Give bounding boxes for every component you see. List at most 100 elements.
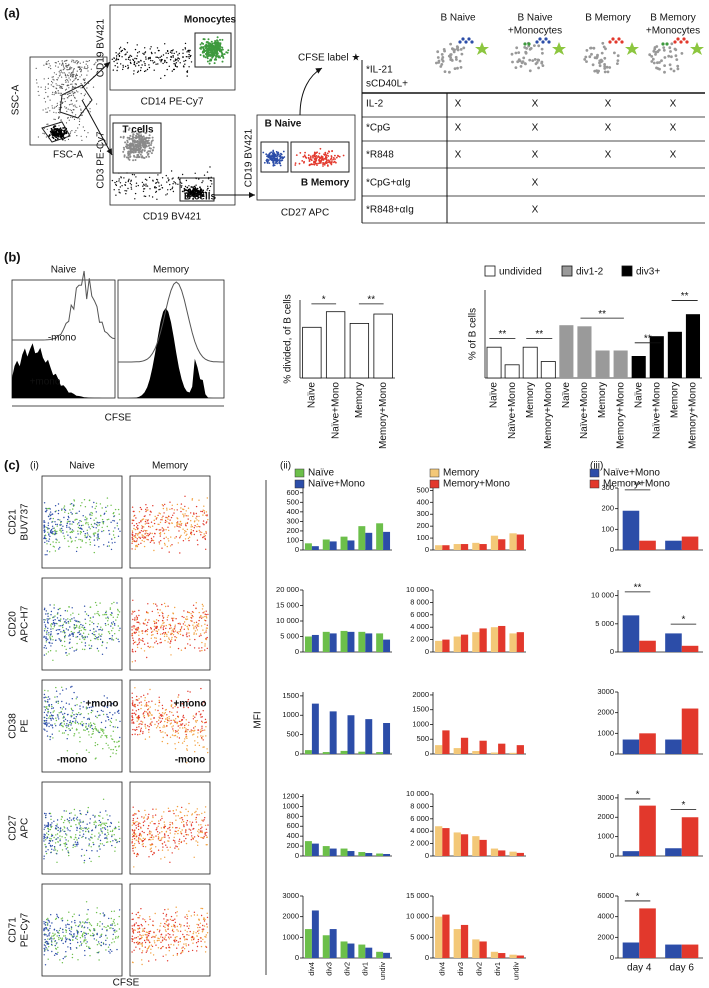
event-dot bbox=[112, 840, 114, 842]
row-label: *R848+αIg bbox=[366, 205, 414, 216]
event-dot bbox=[71, 523, 73, 525]
event-dot bbox=[202, 729, 204, 732]
event-dot bbox=[206, 189, 208, 191]
event-dot bbox=[338, 155, 341, 158]
event-dot bbox=[191, 620, 193, 622]
event-dot bbox=[79, 736, 81, 738]
event-dot bbox=[148, 736, 151, 738]
event-dot bbox=[53, 626, 55, 628]
event-dot bbox=[142, 127, 145, 130]
event-dot bbox=[127, 58, 130, 60]
event-dot bbox=[98, 959, 100, 961]
event-dot bbox=[181, 821, 183, 823]
event-dot bbox=[163, 625, 165, 627]
event-dot bbox=[150, 839, 152, 841]
event-dot bbox=[146, 624, 148, 626]
event-dot bbox=[59, 838, 61, 840]
event-dot bbox=[118, 48, 121, 50]
event-dot bbox=[54, 723, 56, 725]
event-dot bbox=[60, 119, 62, 121]
event-dot bbox=[37, 86, 39, 88]
event-dot bbox=[78, 633, 81, 636]
event-dot bbox=[85, 521, 87, 524]
event-dot bbox=[190, 520, 192, 522]
event-dot bbox=[183, 516, 185, 518]
event-dot bbox=[187, 810, 189, 813]
event-dot bbox=[149, 830, 151, 832]
event-dot bbox=[312, 156, 314, 159]
event-dot bbox=[205, 532, 207, 534]
event-dot bbox=[105, 613, 108, 616]
event-dot bbox=[44, 645, 46, 647]
event-dot bbox=[146, 834, 149, 836]
event-dot bbox=[192, 838, 194, 840]
event-dot bbox=[181, 819, 184, 821]
event-dot bbox=[172, 613, 175, 615]
event-dot bbox=[453, 67, 457, 70]
event-dot bbox=[124, 184, 127, 186]
event-dot bbox=[169, 723, 172, 725]
event-dot bbox=[119, 837, 121, 840]
event-dot bbox=[158, 696, 160, 698]
event-dot bbox=[75, 536, 77, 539]
event-dot bbox=[535, 40, 539, 44]
event-dot bbox=[78, 524, 81, 527]
event-dot bbox=[82, 830, 84, 832]
event-dot bbox=[84, 516, 87, 518]
event-dot bbox=[118, 928, 121, 930]
event-dot bbox=[72, 70, 74, 72]
event-dot bbox=[94, 532, 97, 534]
event-dot bbox=[209, 185, 212, 188]
event-dot bbox=[138, 131, 141, 134]
event-dot bbox=[136, 540, 138, 542]
event-dot bbox=[168, 837, 170, 839]
event-dot bbox=[193, 622, 195, 624]
event-dot bbox=[188, 51, 190, 53]
event-dot bbox=[44, 619, 46, 621]
event-dot bbox=[191, 499, 193, 501]
event-dot bbox=[178, 58, 181, 60]
event-dot bbox=[45, 845, 47, 848]
event-dot bbox=[592, 46, 596, 50]
event-dot bbox=[92, 932, 94, 935]
event-dot bbox=[175, 636, 178, 639]
event-dot bbox=[171, 822, 173, 824]
event-dot bbox=[56, 525, 58, 527]
event-dot bbox=[100, 709, 103, 712]
event-dot bbox=[211, 55, 214, 58]
event-dot bbox=[202, 616, 204, 618]
event-dot bbox=[89, 818, 92, 820]
event-dot bbox=[132, 643, 135, 645]
event-dot bbox=[66, 526, 68, 528]
event-dot bbox=[49, 837, 51, 840]
event-dot bbox=[174, 58, 177, 60]
event-dot bbox=[143, 144, 146, 147]
event-dot bbox=[95, 604, 98, 606]
event-dot bbox=[58, 125, 60, 127]
event-dot bbox=[47, 87, 49, 89]
event-dot bbox=[53, 107, 55, 109]
event-dot bbox=[181, 829, 183, 831]
event-dot bbox=[167, 180, 170, 182]
event-dot bbox=[141, 149, 143, 152]
event-dot bbox=[78, 538, 80, 541]
event-dot bbox=[55, 690, 58, 692]
event-dot bbox=[105, 837, 108, 839]
plot-frame bbox=[29, 56, 108, 146]
event-dot bbox=[108, 631, 110, 633]
event-dot bbox=[49, 531, 52, 533]
event-dot bbox=[334, 158, 336, 161]
event-dot bbox=[160, 55, 163, 57]
event-dot bbox=[45, 839, 47, 841]
event-dot bbox=[60, 92, 63, 94]
event-dot bbox=[79, 810, 81, 812]
event-dot bbox=[87, 731, 90, 733]
event-dot bbox=[139, 532, 141, 534]
event-dot bbox=[72, 635, 74, 637]
event-dot bbox=[136, 148, 139, 151]
event-dot bbox=[97, 525, 99, 527]
event-dot bbox=[95, 939, 98, 941]
event-dot bbox=[205, 637, 207, 640]
event-dot bbox=[174, 730, 177, 732]
event-dot bbox=[68, 92, 70, 94]
